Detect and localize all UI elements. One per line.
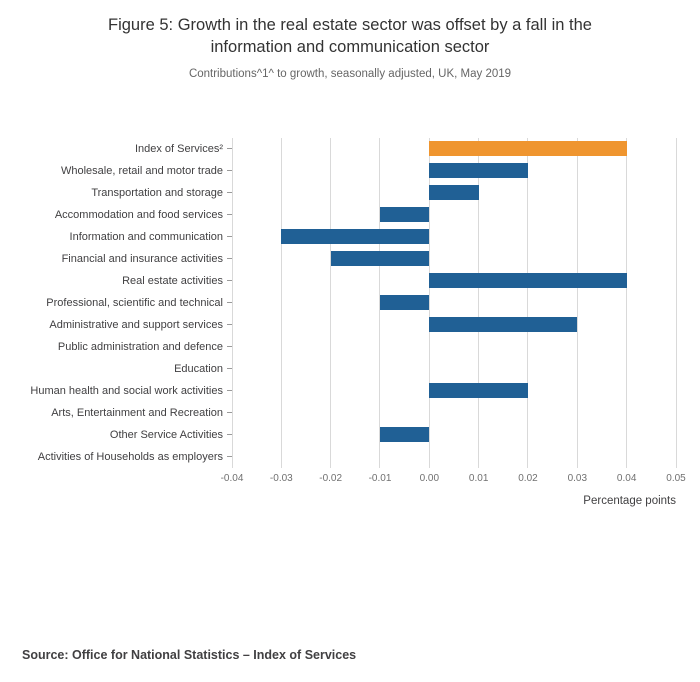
- x-tick-label: 0.04: [616, 472, 637, 484]
- category-row: Education: [10, 358, 232, 380]
- x-axis-label: Percentage points: [583, 494, 676, 507]
- xlabel-spacer: [10, 487, 232, 507]
- chart-title: Figure 5: Growth in the real estate sect…: [108, 16, 592, 57]
- category-label: Transportation and storage: [91, 186, 223, 199]
- x-tick-label: 0.05: [666, 472, 686, 484]
- category-row: Public administration and defence: [10, 336, 232, 358]
- bar[interactable]: [429, 163, 528, 179]
- bar[interactable]: [429, 383, 528, 399]
- gridline: [527, 137, 529, 468]
- gridline: [231, 137, 233, 468]
- bar[interactable]: [379, 427, 430, 443]
- labels-column: Index of Services² Wholesale, retail and …: [10, 138, 232, 468]
- category-label: Accommodation and food services: [54, 208, 223, 221]
- y-axis-tick: [227, 302, 232, 304]
- category-row: Human health and social work activities: [10, 380, 232, 402]
- y-axis-tick: [227, 346, 232, 348]
- x-tick-label: -0.03: [269, 472, 293, 484]
- bar[interactable]: [379, 295, 430, 311]
- x-axis-ticks: -0.04 -0.03 -0.02 -0.01 0.00 0.01 0.02 0.03 0.04…: [221, 472, 686, 487]
- category-label: Information and communication: [69, 230, 223, 243]
- category-label: Public administration and defence: [57, 340, 223, 353]
- gridline: [675, 137, 677, 468]
- xticks-spacer: [10, 468, 232, 487]
- y-axis-tick: [227, 412, 232, 414]
- y-axis-tick: [227, 324, 232, 326]
- y-axis-tick: [227, 258, 232, 260]
- y-axis-tick: [227, 170, 232, 172]
- bar[interactable]: [429, 141, 627, 157]
- category-label: Administrative and support services: [49, 318, 223, 331]
- gridline: [576, 137, 578, 468]
- x-tick-label: -0.04: [220, 472, 244, 484]
- y-axis-tick: [227, 390, 232, 392]
- category-row: Accommodation and food services: [10, 204, 232, 226]
- bar[interactable]: [330, 251, 430, 267]
- category-row: Index of Services²: [10, 138, 232, 160]
- category-label: Activities of Households as employers: [37, 450, 223, 463]
- y-axis-tick: [227, 214, 232, 216]
- category-row: Information and communication: [10, 226, 232, 248]
- chart-subtitle: Contributions^1^ to growth, seasonally a…: [188, 67, 512, 80]
- y-axis-tick: [227, 192, 232, 194]
- gridline: [330, 137, 332, 468]
- source-note: Source: Office for National Statistics –…: [22, 648, 357, 662]
- category-label: Financial and insurance activities: [61, 252, 223, 265]
- category-label: Professional, scientific and technical: [46, 296, 223, 309]
- category-row: Arts, Entertainment and Recreation: [10, 402, 232, 424]
- category-label: Index of Services²: [134, 142, 223, 155]
- category-label: Education: [174, 362, 223, 375]
- category-row: Transportation and storage: [10, 182, 232, 204]
- bar[interactable]: [281, 229, 430, 245]
- bar[interactable]: [379, 207, 430, 223]
- category-row: Activities of Households as employers: [10, 446, 232, 468]
- category-label: Human health and social work activities: [30, 384, 223, 397]
- plot-area: [231, 137, 677, 468]
- gridline: [478, 137, 480, 468]
- category-row: Administrative and support services: [10, 314, 232, 336]
- category-row: Financial and insurance activities: [10, 248, 232, 270]
- x-tick-label: -0.02: [319, 472, 343, 484]
- bar[interactable]: [429, 317, 578, 333]
- chart-grid: Index of Services² Wholesale, retail and …: [10, 137, 686, 507]
- x-tick-label: 0.00: [419, 472, 440, 484]
- x-tick-label: -0.01: [368, 472, 392, 484]
- bar-chart: Index of Services² Wholesale, retail and …: [10, 137, 686, 507]
- y-axis-tick: [227, 280, 232, 282]
- y-axis-tick: [227, 148, 232, 150]
- bar[interactable]: [429, 185, 479, 201]
- category-label: Arts, Entertainment and Recreation: [51, 406, 223, 419]
- category-row: Real estate activities: [10, 270, 232, 292]
- category-label: Other Service Activities: [109, 428, 223, 441]
- y-axis-tick: [227, 368, 232, 370]
- y-axis-tick: [227, 236, 232, 238]
- category-row: Professional, scientific and technical: [10, 292, 232, 314]
- y-axis-tick: [227, 434, 232, 436]
- x-tick-label: 0.02: [518, 472, 538, 484]
- category-row: Other Service Activities: [10, 424, 232, 446]
- bar[interactable]: [429, 273, 627, 289]
- gridline: [626, 137, 628, 468]
- category-label: Wholesale, retail and motor trade: [60, 164, 223, 177]
- x-tick-label: 0.01: [468, 472, 489, 484]
- category-label: Real estate activities: [122, 274, 223, 287]
- gridline: [280, 137, 282, 468]
- category-row: Wholesale, retail and motor trade: [10, 160, 232, 182]
- x-tick-label: 0.03: [567, 472, 588, 484]
- y-axis-tick: [227, 456, 232, 458]
- gridline: [428, 137, 430, 468]
